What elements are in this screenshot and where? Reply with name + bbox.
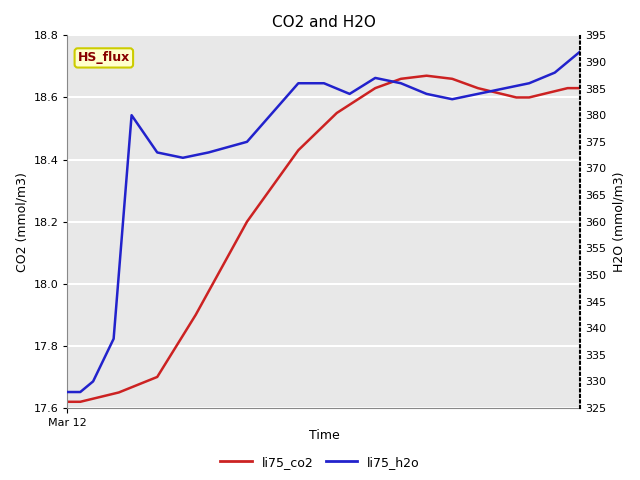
Y-axis label: CO2 (mmol/m3): CO2 (mmol/m3) <box>15 172 28 272</box>
Legend: li75_co2, li75_h2o: li75_co2, li75_h2o <box>215 451 425 474</box>
Title: CO2 and H2O: CO2 and H2O <box>272 15 376 30</box>
X-axis label: Time: Time <box>308 429 339 442</box>
Text: HS_flux: HS_flux <box>77 51 130 64</box>
Y-axis label: H2O (mmol/m3): H2O (mmol/m3) <box>612 171 625 272</box>
